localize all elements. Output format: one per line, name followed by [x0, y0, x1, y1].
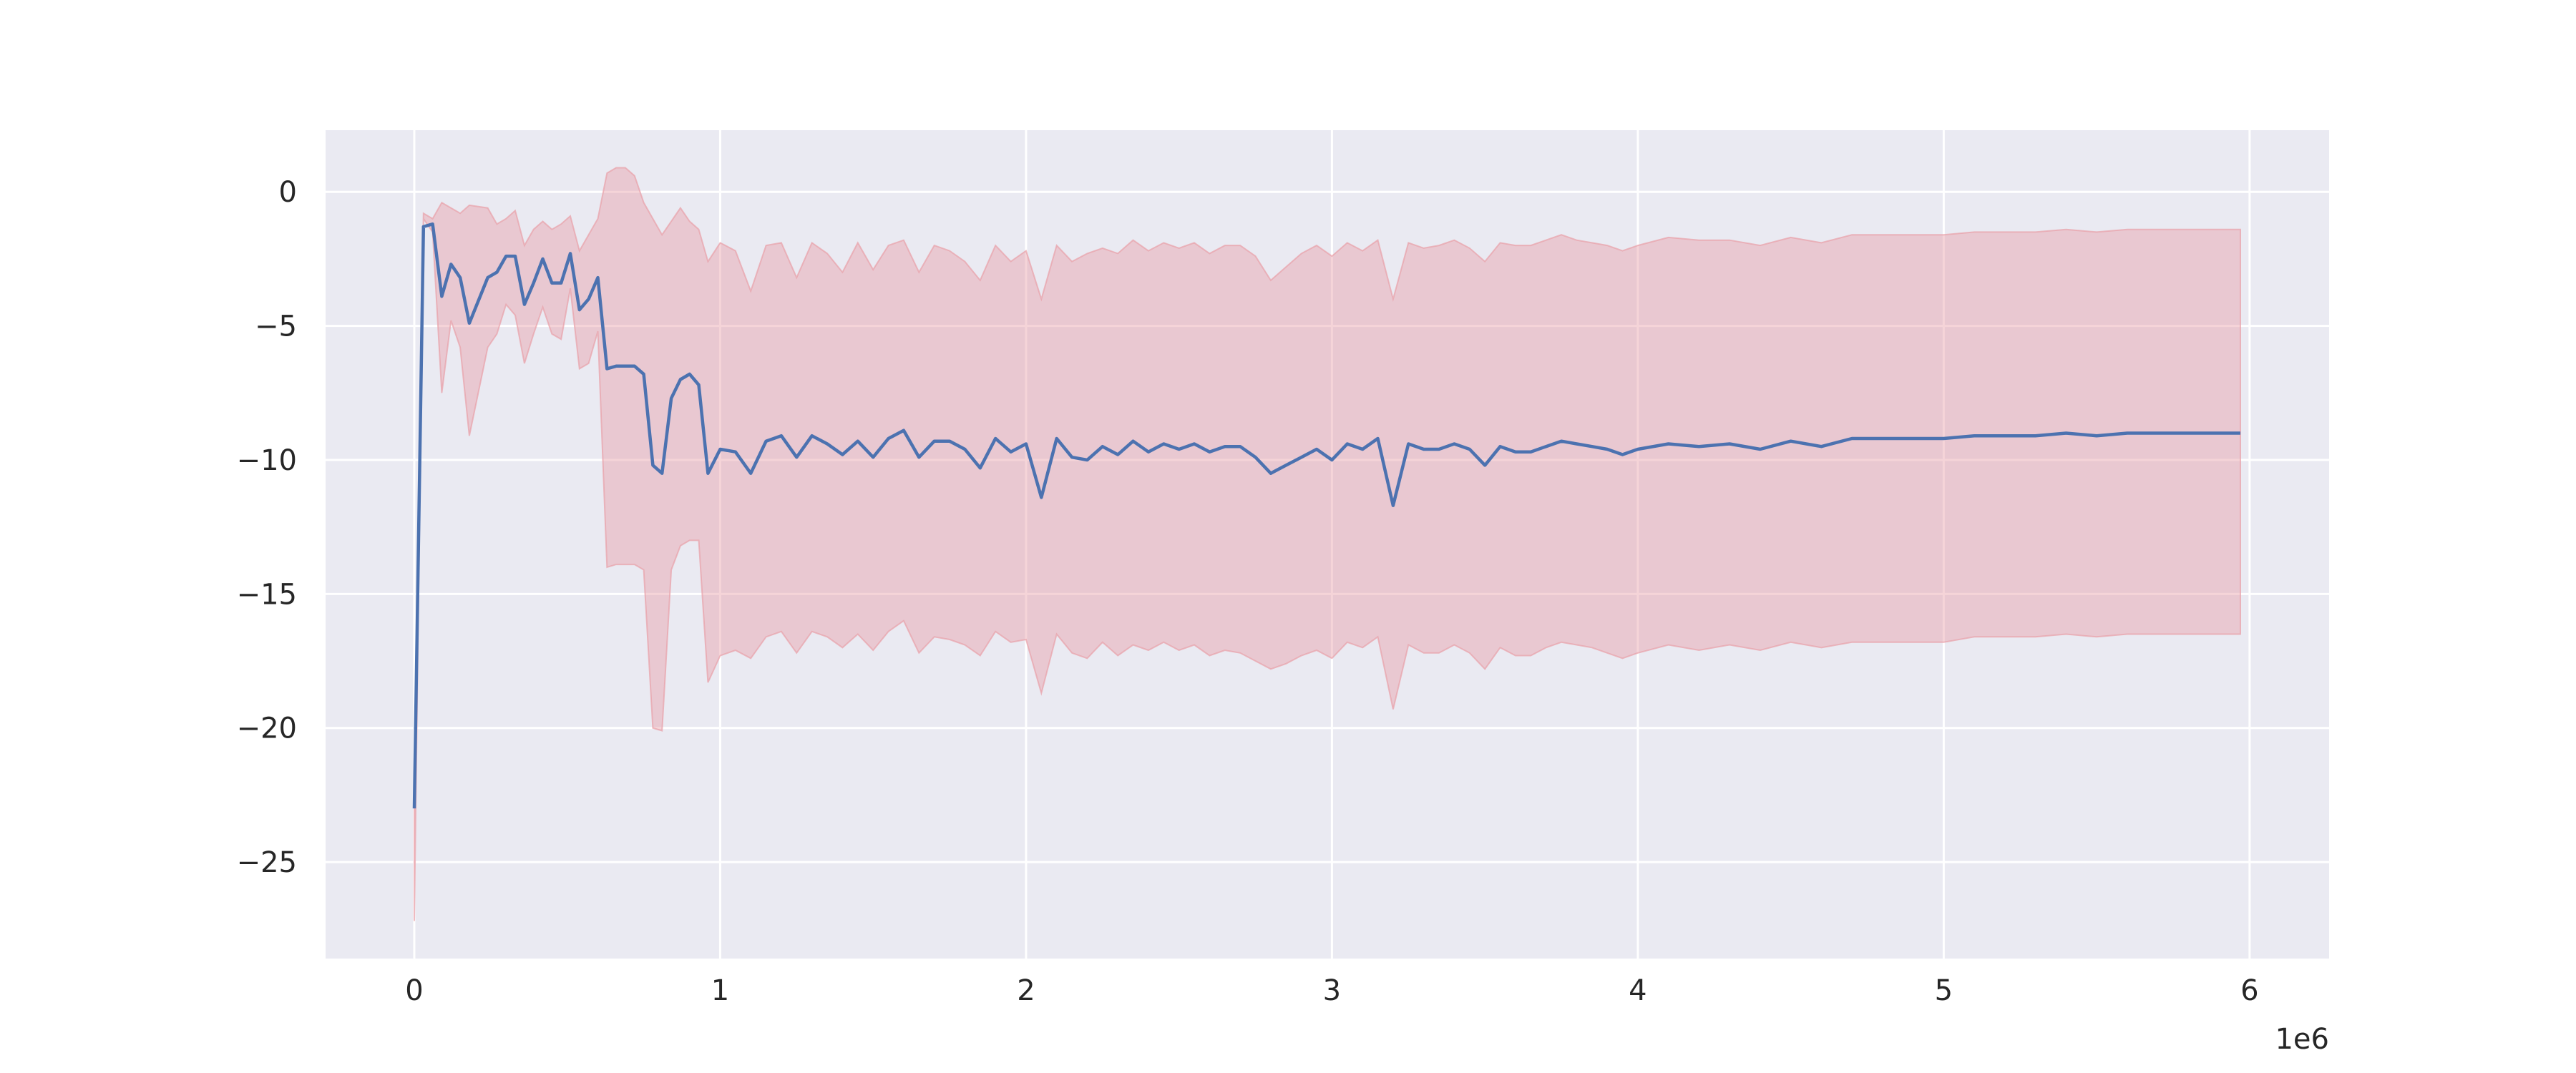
- y-tick-label: −5: [255, 310, 297, 343]
- y-tick-label: −25: [237, 846, 297, 879]
- x-tick-label: 4: [1629, 974, 1646, 1007]
- y-tick-label: −15: [237, 578, 297, 611]
- y-tick-label: 0: [279, 176, 297, 209]
- grid: [326, 130, 2329, 959]
- x-tick-label: 2: [1017, 974, 1035, 1007]
- x-tick-label: 1: [711, 974, 729, 1007]
- x-offset-label: 1e6: [2275, 1023, 2329, 1056]
- x-tick-label: 6: [2240, 974, 2258, 1007]
- y-axis-ticks: 0 −5 −10 −15 −20 −25: [237, 176, 297, 879]
- plot-area: [326, 130, 2329, 959]
- series-line: [412, 222, 2240, 809]
- confidence-band: [414, 167, 2241, 921]
- y-tick-label: −20: [237, 712, 297, 745]
- x-axis-ticks: 0 1 2 3 4 5 6: [405, 974, 2258, 1007]
- x-tick-label: 5: [1935, 974, 1953, 1007]
- x-tick-label: 3: [1323, 974, 1341, 1007]
- y-tick-label: −10: [237, 444, 297, 477]
- x-tick-label: 0: [405, 974, 423, 1007]
